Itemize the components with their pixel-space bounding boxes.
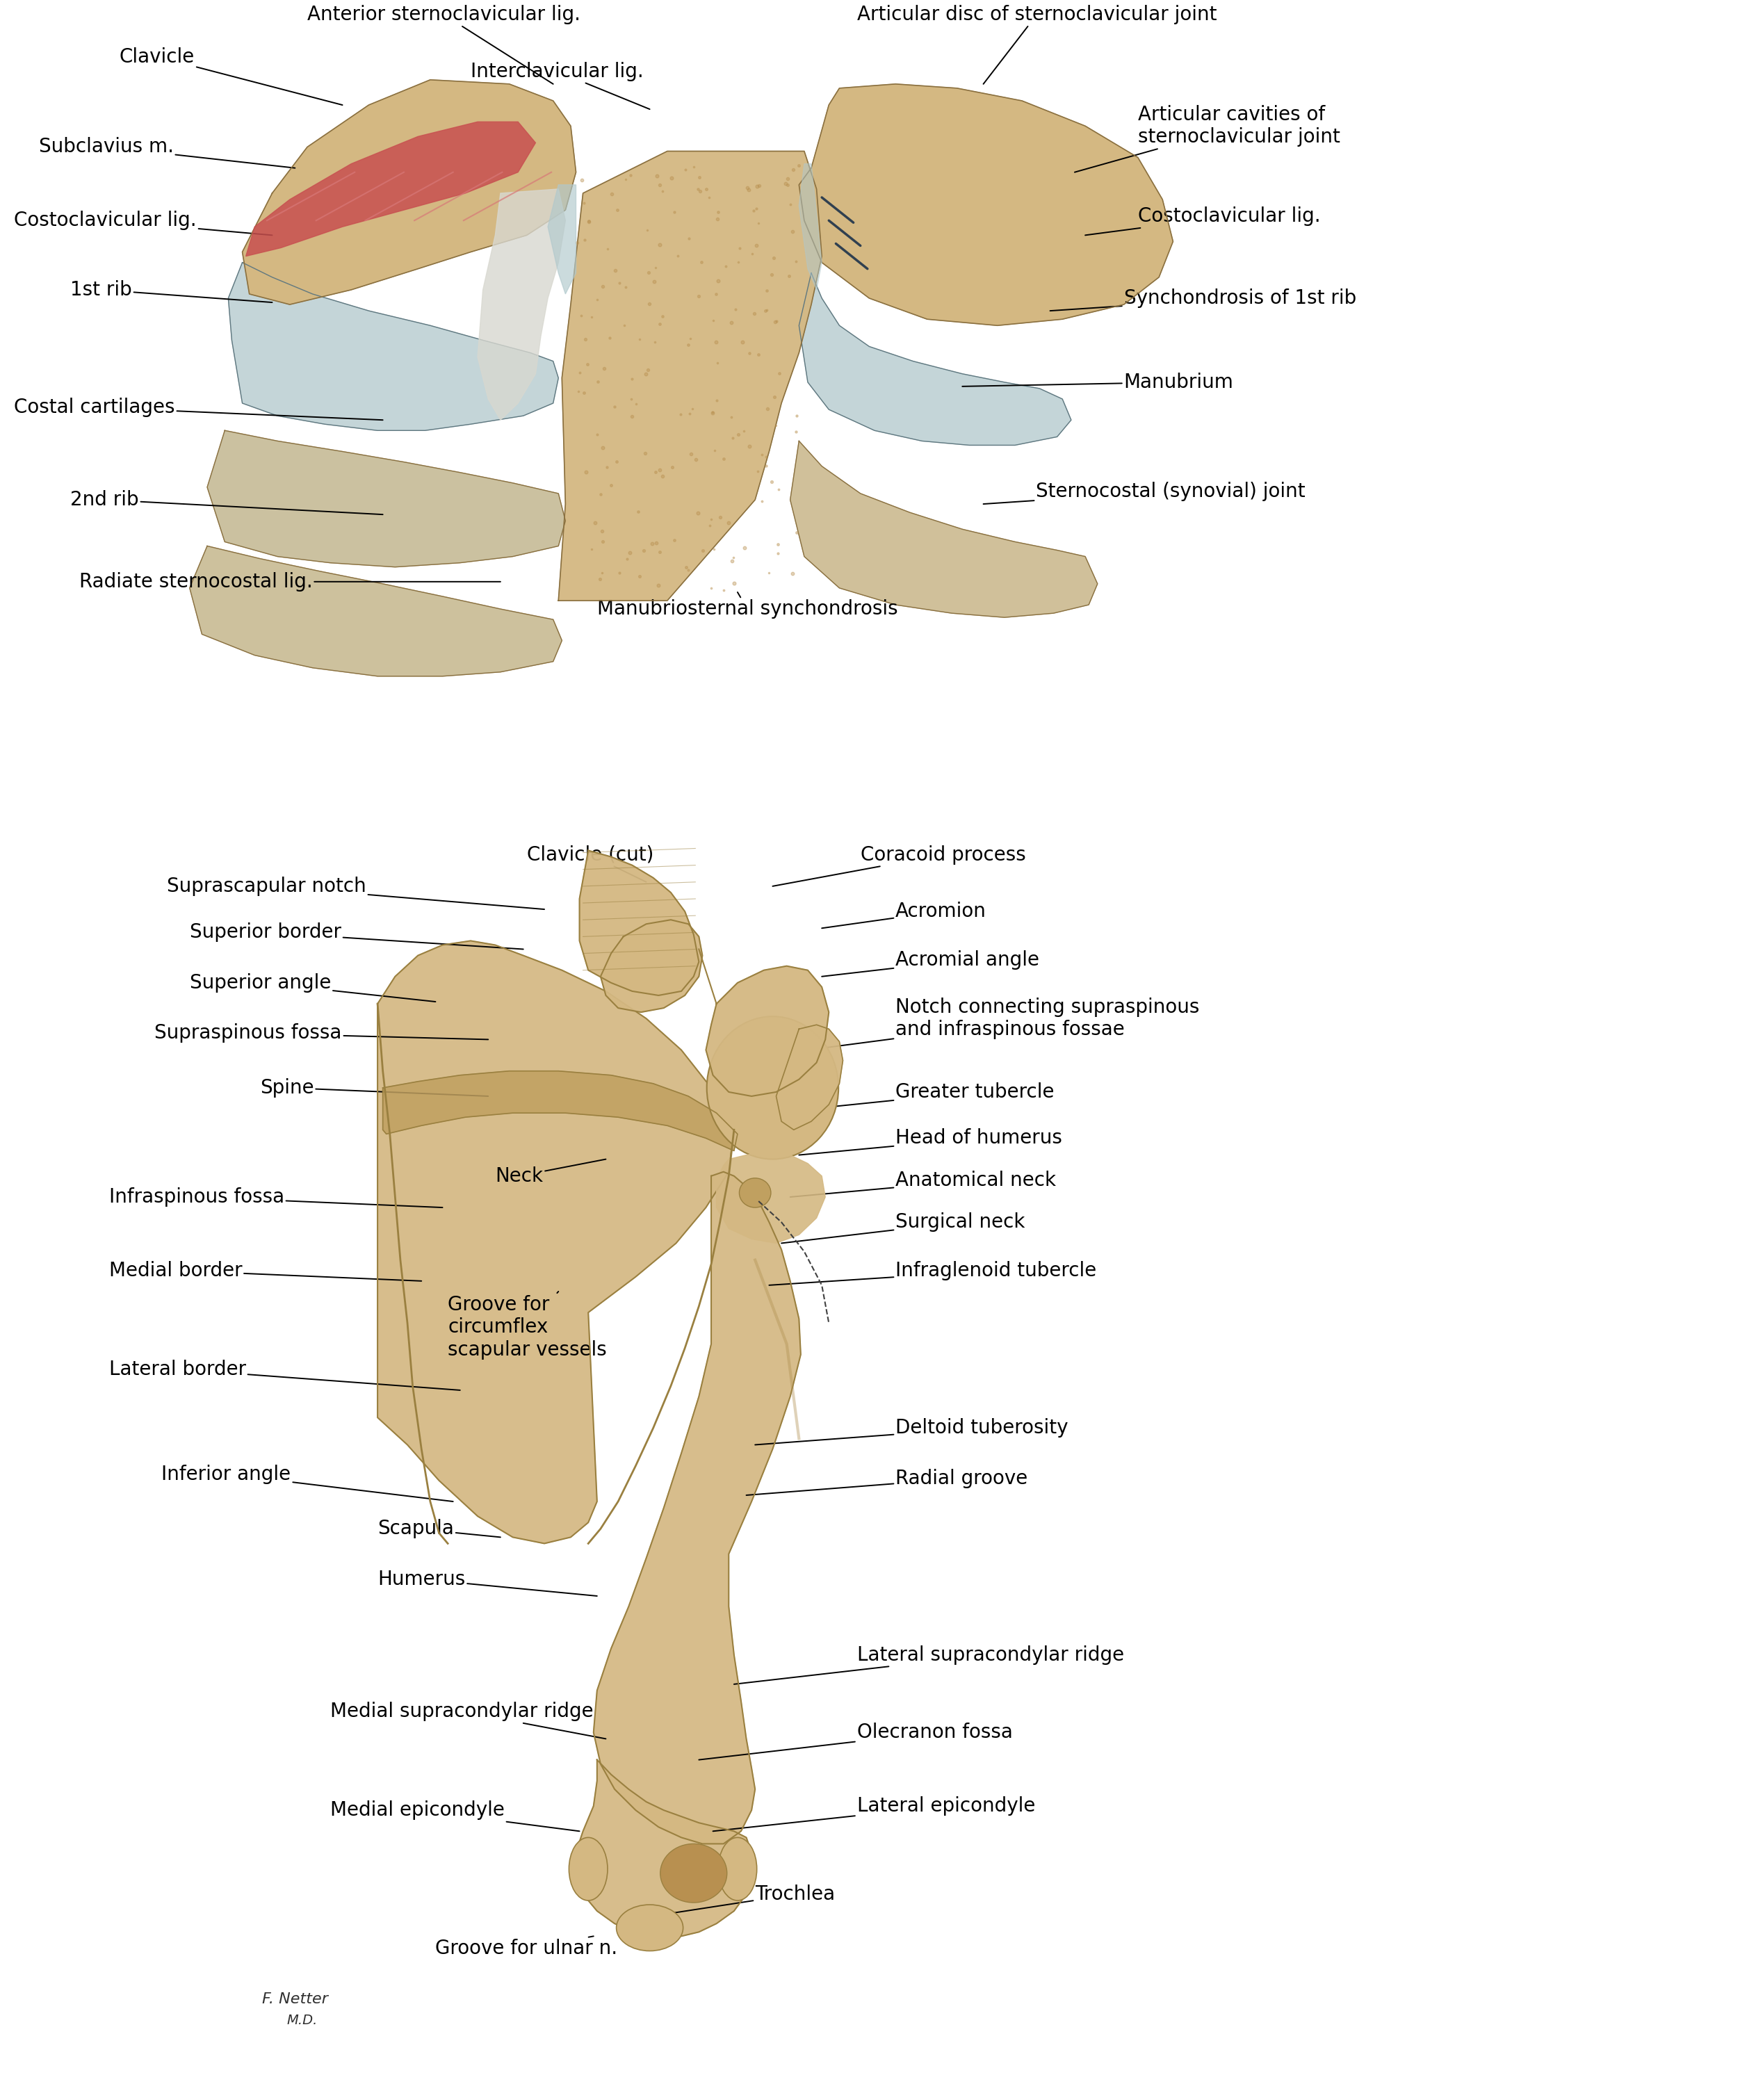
Polygon shape (576, 1760, 752, 1936)
Text: Trochlea: Trochlea (658, 1884, 836, 1915)
Text: Subclavius m.: Subclavius m. (39, 136, 295, 168)
Polygon shape (383, 1071, 738, 1151)
Text: Synchondrosis of 1st rib: Synchondrosis of 1st rib (1050, 288, 1356, 311)
Polygon shape (594, 1172, 801, 1844)
Text: Lateral epicondyle: Lateral epicondyle (713, 1796, 1034, 1831)
Text: Greater tubercle: Greater tubercle (811, 1082, 1054, 1109)
Polygon shape (228, 262, 558, 430)
Text: Neck: Neck (495, 1159, 606, 1186)
Polygon shape (207, 430, 565, 567)
Polygon shape (799, 164, 822, 290)
Ellipse shape (706, 1016, 839, 1159)
Polygon shape (190, 546, 562, 676)
Ellipse shape (660, 1844, 727, 1903)
Polygon shape (776, 1025, 843, 1130)
Text: Medial border: Medial border (109, 1260, 421, 1281)
Polygon shape (242, 80, 576, 304)
Text: Suprascapular notch: Suprascapular notch (167, 876, 544, 909)
Text: Deltoid tuberosity: Deltoid tuberosity (755, 1418, 1068, 1445)
Polygon shape (799, 273, 1071, 445)
Text: Lateral border: Lateral border (109, 1359, 460, 1390)
Text: Articular disc of sternoclavicular joint: Articular disc of sternoclavicular joint (857, 4, 1217, 84)
Text: Medial supracondylar ridge: Medial supracondylar ridge (330, 1701, 606, 1739)
Polygon shape (799, 84, 1173, 326)
Ellipse shape (718, 1838, 757, 1901)
Text: Head of humerus: Head of humerus (799, 1128, 1062, 1155)
Text: Notch connecting supraspinous
and infraspinous fossae: Notch connecting supraspinous and infras… (808, 998, 1199, 1050)
Text: F. Netter: F. Netter (262, 1993, 328, 2006)
Text: Manubrium: Manubrium (962, 372, 1233, 393)
Text: 1st rib: 1st rib (70, 279, 272, 302)
Text: Scapula: Scapula (378, 1518, 500, 1539)
Polygon shape (716, 1151, 825, 1243)
Text: Acromial angle: Acromial angle (822, 949, 1040, 977)
Text: Medial epicondyle: Medial epicondyle (330, 1800, 579, 1831)
Polygon shape (790, 441, 1098, 617)
Text: Surgical neck: Surgical neck (781, 1212, 1026, 1243)
Text: Coracoid process: Coracoid process (773, 844, 1026, 886)
Text: Radial groove: Radial groove (746, 1468, 1027, 1495)
Text: Groove for
circumflex
scapular vessels: Groove for circumflex scapular vessels (448, 1292, 608, 1359)
Text: Spine: Spine (260, 1077, 488, 1098)
Text: Groove for ulnar n.: Groove for ulnar n. (435, 1936, 618, 1959)
Polygon shape (207, 430, 565, 567)
Ellipse shape (739, 1178, 771, 1208)
Polygon shape (706, 966, 829, 1096)
Text: Interclavicular lig.: Interclavicular lig. (471, 61, 650, 109)
Polygon shape (478, 189, 565, 420)
Text: Anatomical neck: Anatomical neck (790, 1170, 1055, 1197)
Text: Articular cavities of
sternoclavicular joint: Articular cavities of sternoclavicular j… (1075, 105, 1340, 172)
Polygon shape (246, 122, 536, 256)
Text: Costoclavicular lig.: Costoclavicular lig. (1085, 206, 1321, 235)
Text: Anterior sternoclavicular lig.: Anterior sternoclavicular lig. (307, 4, 581, 84)
Text: Superior angle: Superior angle (190, 972, 435, 1002)
Text: Clavicle (cut): Clavicle (cut) (527, 844, 653, 882)
Text: Acromion: Acromion (822, 901, 987, 928)
Polygon shape (790, 441, 1098, 617)
Text: M.D.: M.D. (286, 2014, 318, 2026)
Text: Humerus: Humerus (378, 1569, 597, 1596)
Text: Radiate sternocostal lig.: Radiate sternocostal lig. (79, 571, 500, 592)
Text: 2nd rib: 2nd rib (70, 489, 383, 514)
Ellipse shape (616, 1905, 683, 1951)
Text: Inferior angle: Inferior angle (162, 1464, 453, 1502)
Polygon shape (378, 941, 734, 1544)
Ellipse shape (569, 1838, 608, 1901)
Polygon shape (601, 920, 702, 1012)
Polygon shape (548, 185, 576, 294)
Text: Infraglenoid tubercle: Infraglenoid tubercle (769, 1260, 1098, 1285)
Text: Lateral supracondylar ridge: Lateral supracondylar ridge (734, 1644, 1124, 1684)
Polygon shape (579, 851, 699, 995)
Text: Costoclavicular lig.: Costoclavicular lig. (14, 210, 272, 235)
Text: Supraspinous fossa: Supraspinous fossa (155, 1023, 488, 1044)
Text: Superior border: Superior border (190, 922, 523, 949)
Text: Costal cartilages: Costal cartilages (14, 397, 383, 420)
Polygon shape (190, 546, 562, 676)
Text: Olecranon fossa: Olecranon fossa (699, 1722, 1013, 1760)
Text: Infraspinous fossa: Infraspinous fossa (109, 1186, 443, 1208)
Text: Clavicle: Clavicle (119, 46, 342, 105)
Text: Manubriosternal synchondrosis: Manubriosternal synchondrosis (597, 592, 897, 620)
Text: Sternocostal (synovial) joint: Sternocostal (synovial) joint (983, 481, 1305, 504)
Polygon shape (558, 151, 822, 601)
